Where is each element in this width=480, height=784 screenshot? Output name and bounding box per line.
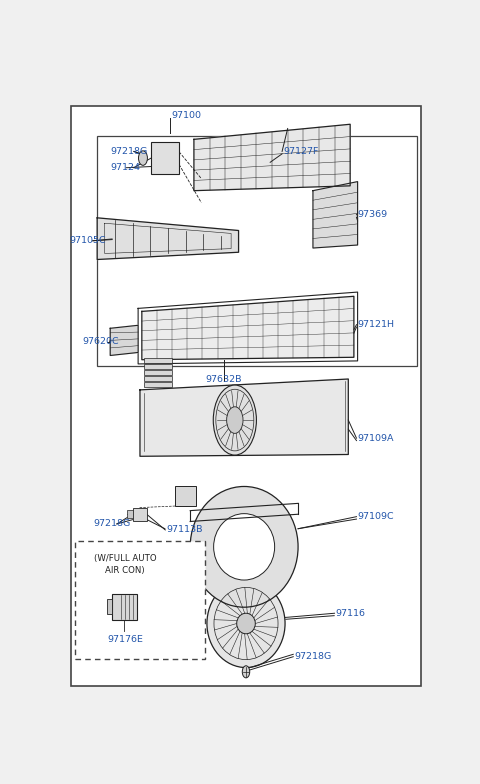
Bar [144, 358, 172, 363]
Text: 97632B: 97632B [205, 375, 242, 384]
Bar [127, 510, 132, 518]
Text: 97121H: 97121H [358, 320, 395, 329]
Text: 97218G: 97218G [94, 520, 131, 528]
Ellipse shape [207, 579, 285, 668]
Bar [97, 136, 417, 365]
Ellipse shape [214, 514, 275, 580]
Polygon shape [142, 296, 354, 360]
FancyBboxPatch shape [151, 143, 179, 174]
Bar [112, 594, 137, 620]
Polygon shape [140, 379, 348, 456]
Text: AIR CON): AIR CON) [105, 567, 145, 575]
Bar [107, 599, 112, 615]
Text: 97113B: 97113B [166, 525, 203, 535]
Ellipse shape [237, 613, 255, 633]
Ellipse shape [190, 486, 298, 608]
Text: 97109C: 97109C [358, 512, 394, 521]
Bar [175, 486, 196, 506]
Text: 97620C: 97620C [83, 337, 119, 346]
Text: 97176E: 97176E [107, 635, 143, 644]
Bar [132, 507, 147, 521]
Circle shape [213, 385, 256, 455]
Circle shape [227, 407, 243, 434]
Text: 97369: 97369 [358, 210, 388, 220]
Polygon shape [110, 325, 138, 355]
Text: 97105C: 97105C [69, 236, 106, 245]
Text: 97116: 97116 [335, 608, 365, 618]
Text: 97127F: 97127F [283, 147, 319, 156]
Circle shape [139, 151, 147, 165]
Bar [144, 376, 172, 381]
Text: 97109A: 97109A [358, 434, 394, 443]
Text: 97124: 97124 [110, 163, 140, 172]
Circle shape [242, 666, 250, 678]
Bar [144, 370, 172, 375]
Text: 97218G: 97218G [110, 147, 147, 156]
Polygon shape [313, 182, 358, 248]
Polygon shape [194, 125, 350, 191]
Text: 97218G: 97218G [294, 652, 332, 661]
Bar [144, 364, 172, 368]
Text: (W/FULL AUTO: (W/FULL AUTO [94, 554, 156, 564]
Text: 97100: 97100 [172, 111, 202, 120]
Bar [75, 541, 205, 659]
Polygon shape [97, 218, 239, 260]
Bar [144, 382, 172, 387]
